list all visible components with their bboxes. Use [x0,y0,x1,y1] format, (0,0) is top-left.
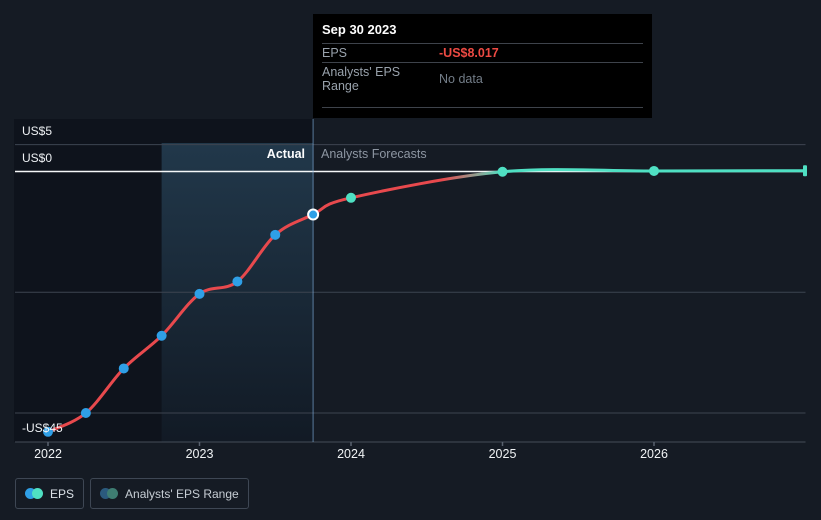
eps-point-actual[interactable] [194,288,205,299]
legend-eps-range-label: Analysts' EPS Range [125,486,239,501]
eps-point-highlighted[interactable] [307,208,320,221]
x-axis-label: 2026 [640,447,668,461]
eps-point-actual[interactable] [80,408,91,419]
legend-eps-label: EPS [50,486,75,501]
eps-point-forecast[interactable] [497,166,508,177]
forecast-region-label: Analysts Forecasts [321,147,427,161]
actual-region-label: Actual [266,147,305,161]
x-axis-label: 2022 [34,447,62,461]
chart-tooltip: Sep 30 2023 EPS -US$8.017 Analysts' EPS … [313,14,652,118]
eps-point-forecast[interactable] [346,192,356,203]
eps-point-actual[interactable] [156,330,167,341]
y-axis-label: -US$45 [22,421,63,435]
y-axis-label: US$0 [22,150,53,165]
eps-range-series-icon [100,488,119,499]
tooltip-divider [322,107,643,108]
x-axis-label: 2024 [337,447,365,461]
eps-point-actual[interactable] [43,426,53,437]
range-lower-dot-icon [100,488,112,499]
eps-point-forecast[interactable] [649,165,659,176]
tooltip-eps-row: EPS -US$8.017 [322,44,643,63]
legend-chip-eps-range[interactable]: Analysts' EPS Range [90,478,249,509]
x-axis-label: 2025 [488,447,517,461]
tooltip-range-label: Analysts' EPS Range [322,65,401,93]
eps-series-icon [25,488,43,499]
x-axis-label: 2023 [185,447,214,461]
eps-point-actual[interactable] [232,276,243,287]
tooltip-range-row: Analysts' EPS Range No data [322,63,643,95]
legend-chip-eps[interactable]: EPS [15,478,85,509]
tooltip-date: Sep 30 2023 [322,14,643,44]
legend: EPS Analysts' EPS Range [15,478,249,509]
eps-actual-dot-icon [25,488,36,499]
y-axis-label: US$5 [22,123,53,138]
eps-point-actual[interactable] [118,363,129,374]
eps-point-actual[interactable] [270,229,281,240]
range-upper-dot-icon [107,488,119,499]
line-end-cap [803,165,807,177]
tooltip-eps-label: EPS [322,46,348,60]
tooltip-range-value: No data [439,72,483,86]
tooltip-eps-value: -US$8.017 [439,46,499,60]
eps-forecast-dot-icon [32,488,43,499]
